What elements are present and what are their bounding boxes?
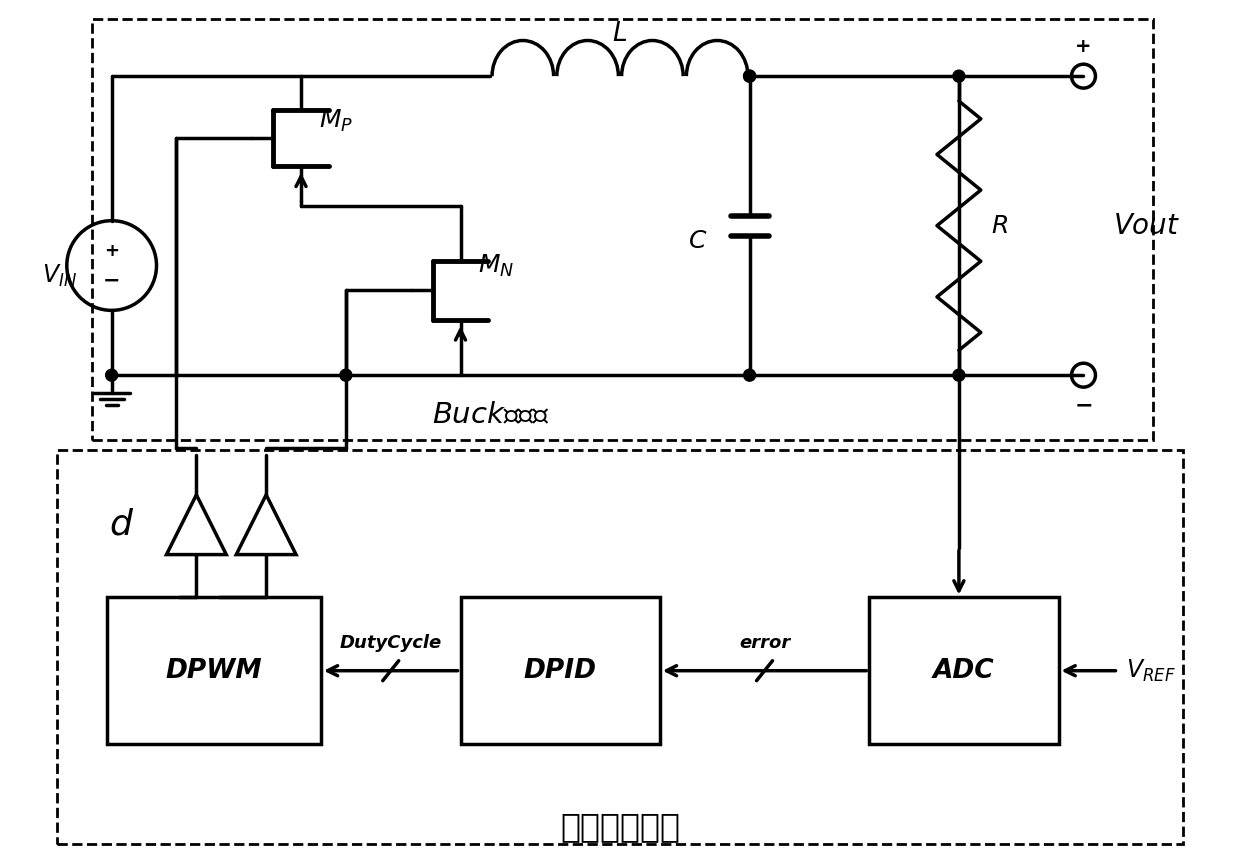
Bar xyxy=(92,20,1153,440)
Circle shape xyxy=(744,70,755,82)
Text: ADC: ADC xyxy=(932,657,994,684)
Text: $L$: $L$ xyxy=(613,21,627,47)
Bar xyxy=(869,597,1059,744)
Bar xyxy=(107,597,321,744)
Text: error: error xyxy=(739,633,790,651)
Circle shape xyxy=(744,70,755,82)
Text: DPWM: DPWM xyxy=(165,657,262,684)
Text: $M_N$: $M_N$ xyxy=(479,253,515,279)
Text: $R$: $R$ xyxy=(991,214,1008,238)
Circle shape xyxy=(340,369,352,381)
Text: −: − xyxy=(1074,395,1092,415)
Text: $V_{REF}$: $V_{REF}$ xyxy=(1126,657,1177,684)
Circle shape xyxy=(105,369,118,381)
Text: $Buck$变换器: $Buck$变换器 xyxy=(432,401,549,429)
Text: DPID: DPID xyxy=(523,657,596,684)
Circle shape xyxy=(952,369,965,381)
Text: $M_P$: $M_P$ xyxy=(319,108,353,134)
Bar xyxy=(57,450,1183,844)
Circle shape xyxy=(744,369,755,381)
Bar xyxy=(460,597,660,744)
Text: $V_{IN}$: $V_{IN}$ xyxy=(42,263,77,288)
Text: −: − xyxy=(103,270,120,290)
Text: $Vout$: $Vout$ xyxy=(1114,211,1180,240)
Text: DutyCycle: DutyCycle xyxy=(340,633,441,651)
Text: $C$: $C$ xyxy=(688,229,708,253)
Circle shape xyxy=(952,70,965,82)
Text: $d$: $d$ xyxy=(109,508,134,542)
Text: 数字控制环路: 数字控制环路 xyxy=(560,810,680,843)
Text: +: + xyxy=(104,241,119,259)
Text: +: + xyxy=(1075,37,1091,56)
